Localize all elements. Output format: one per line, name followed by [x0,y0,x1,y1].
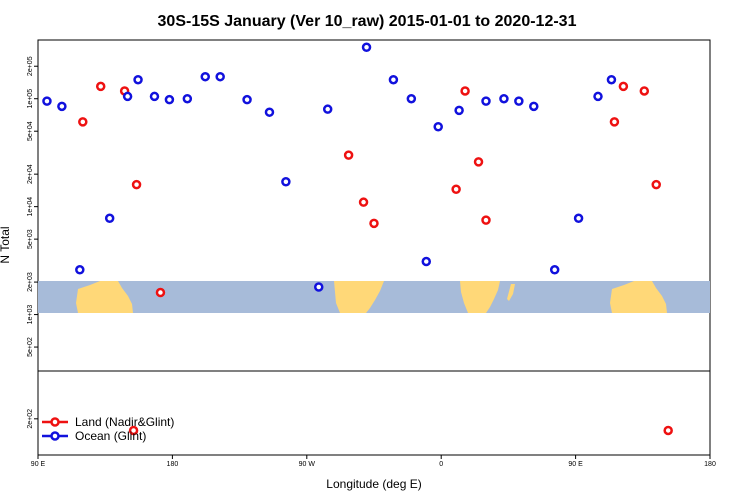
ocean-point [514,96,524,106]
ocean-point [549,265,560,275]
ocean-point [454,105,464,116]
australia-landmass [76,281,133,313]
ocean-point [313,282,324,292]
land-point [131,179,142,190]
ocean-point [406,93,417,104]
x-tick-label: 0 [439,461,443,468]
land-point [451,184,461,194]
legend-label-land: Land (Nadir&Glint) [75,415,174,429]
ocean-point [242,94,252,105]
ocean-point [122,91,133,102]
africa-landmass [460,281,500,313]
legend-marker-ocean [50,431,60,441]
land-point [128,425,139,436]
y-axis-label: N Total [0,226,12,263]
chart-title: 30S-15S January (Ver 10_raw) 2015-01-01 … [158,13,577,30]
ocean-point [529,101,539,112]
y-tick-label: 2e+02 [27,409,34,429]
land-point [473,157,484,167]
ocean-point [281,177,291,187]
ocean-point [499,93,509,104]
ocean-point [182,93,193,104]
x-axis-label: Longitude (deg E) [326,477,421,491]
ocean-point [42,96,52,106]
legend-label-ocean: Ocean (Glint) [75,429,146,443]
ocean-point [164,94,175,105]
south-america-landmass [334,281,384,313]
y-tick-label: 2e+03 [27,272,34,292]
ocean-point [200,71,211,82]
land-point [369,218,379,229]
ocean-point [322,104,333,114]
madagascar-landmass [507,284,515,301]
x-tick-label: 90 E [31,461,46,468]
legend-marker-land [50,417,60,427]
land-point [358,197,369,207]
ocean-point [573,213,584,224]
world-map-strip [38,281,710,313]
y-tick-label: 1e+04 [27,197,34,217]
ocean-point [57,101,67,112]
x-tick-label: 180 [167,461,179,468]
x-tick-label: 90 E [568,461,583,468]
y-tick-label: 2e+04 [27,164,34,184]
y-tick-label: 2e+05 [27,56,34,76]
ocean-point [481,96,491,106]
land-point [343,150,354,160]
ocean-point [133,74,143,85]
land-point [639,86,650,96]
y-tick-label: 1e+03 [27,305,34,325]
ocean-point [421,256,432,267]
land-point [460,86,470,96]
ocean-point [593,91,603,102]
land-point [155,287,166,298]
land-point [95,81,106,92]
land-point [651,179,661,190]
ocean-point [388,74,399,85]
ocean-point [361,42,372,52]
ocean-point [149,91,160,102]
land-point [609,117,620,127]
land-point [481,215,491,225]
land-point [78,117,88,127]
y-tick-label: 5e+02 [27,337,34,357]
plot-frame [37,39,711,456]
ocean-point [75,265,85,275]
legend: Land (Nadir&Glint) Ocean (Glint) [42,415,174,443]
y-axis: 5e+02 1e+03 2e+03 5e+03 1e+04 2e+04 5e+04 1e+05… [27,56,38,429]
ocean-point [264,107,275,117]
y-tick-label: 5e+03 [27,229,34,249]
data-points [42,42,673,436]
x-axis: 90 E 180 90 W 0 90 E 180 [31,455,716,468]
australia-landmass-repeat [610,281,667,313]
ocean-point [433,121,443,132]
land-point [663,425,673,436]
x-tick-label: 180 [704,461,716,468]
y-tick-label: 5e+04 [27,121,34,141]
land-point [618,81,629,92]
y-tick-label: 1e+05 [27,89,34,109]
x-tick-label: 90 W [299,461,316,468]
ocean-point [104,213,115,224]
ocean-point [215,71,225,82]
ocean-point [606,74,617,85]
